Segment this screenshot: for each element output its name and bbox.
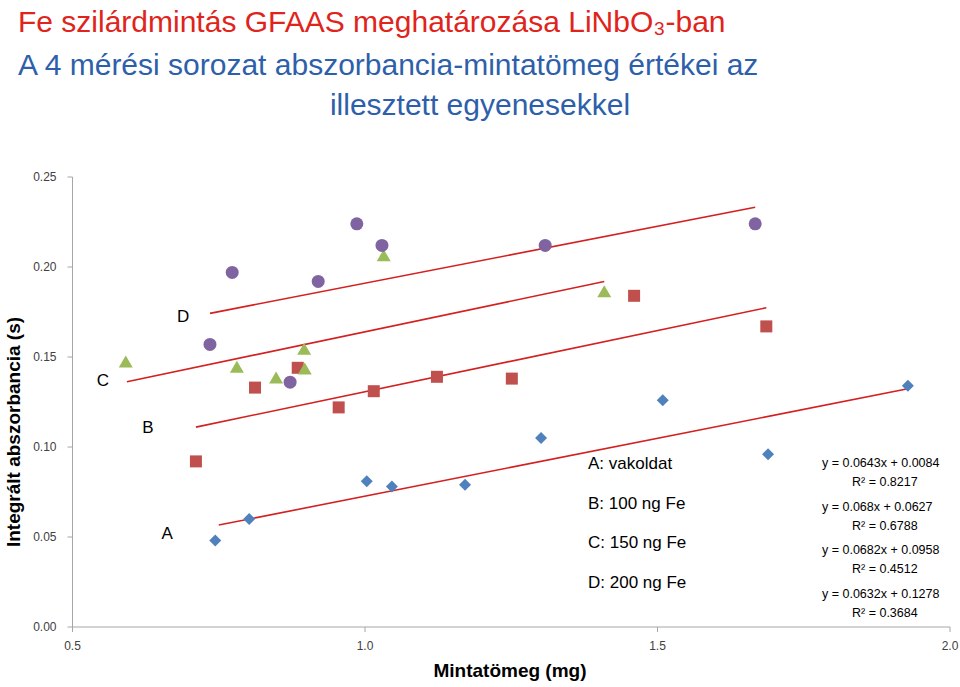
point bbox=[657, 394, 669, 406]
x-tick-label: 0.5 bbox=[64, 639, 81, 653]
fit-line bbox=[219, 389, 909, 526]
y-tick bbox=[68, 447, 73, 448]
fit-r-squared: R² = 0.8217 bbox=[852, 475, 918, 489]
point bbox=[368, 385, 380, 397]
fit-equation: y = 0.0632x + 0.1278 bbox=[822, 587, 940, 601]
legend-entry: D: 200 ng Fe bbox=[588, 573, 686, 592]
fit-r-squared: R² = 0.3684 bbox=[852, 606, 918, 620]
legend-entry: B: 100 ng Fe bbox=[588, 494, 685, 513]
fit-equation: y = 0.0643x + 0.0084 bbox=[822, 456, 940, 470]
annotation: B bbox=[142, 418, 153, 437]
point bbox=[119, 355, 133, 367]
fit-equation: y = 0.068x + 0.0627 bbox=[822, 500, 933, 514]
point bbox=[459, 479, 471, 491]
point bbox=[298, 363, 312, 375]
y-tick bbox=[68, 267, 73, 268]
y-axis-label: Integrált abszorbancia (s) bbox=[3, 317, 24, 547]
point bbox=[760, 320, 772, 332]
point bbox=[535, 432, 547, 444]
point bbox=[269, 372, 283, 384]
plot-area bbox=[119, 207, 914, 546]
annotation: C bbox=[97, 371, 109, 390]
fit-line bbox=[127, 282, 604, 382]
point bbox=[350, 217, 363, 230]
y-tick-label: 0.05 bbox=[33, 530, 57, 544]
y-tick-label: 0.00 bbox=[33, 620, 57, 634]
y-tick bbox=[68, 627, 73, 628]
point bbox=[249, 382, 261, 394]
chart-svg: Fe szilárdmintás GFAAS meghatározása LiN… bbox=[0, 0, 960, 687]
point bbox=[297, 343, 311, 355]
y-tick-label: 0.20 bbox=[33, 260, 57, 274]
x-tick bbox=[72, 627, 73, 632]
point bbox=[203, 338, 216, 351]
point bbox=[762, 448, 774, 460]
y-tick-label: 0.10 bbox=[33, 440, 57, 454]
point bbox=[749, 217, 762, 230]
point bbox=[361, 475, 373, 487]
x-axis-label: Mintatömeg (mg) bbox=[433, 660, 586, 681]
x-axis bbox=[73, 627, 951, 628]
point bbox=[597, 285, 611, 297]
subtitle: A 4 mérési sorozat abszorbancia-mintatöm… bbox=[18, 48, 758, 81]
annotation: D bbox=[177, 307, 189, 326]
x-tick bbox=[950, 627, 951, 632]
x-tick-label: 1.5 bbox=[649, 639, 666, 653]
point bbox=[386, 481, 398, 493]
chart-container: Fe szilárdmintás GFAAS meghatározása LiN… bbox=[0, 0, 960, 687]
y-axis bbox=[72, 177, 73, 627]
point bbox=[243, 513, 255, 525]
y-tick bbox=[68, 177, 73, 178]
y-tick-label: 0.15 bbox=[33, 350, 57, 364]
x-tick bbox=[657, 627, 658, 632]
fit-r-squared: R² = 0.4512 bbox=[852, 562, 918, 576]
point bbox=[333, 401, 345, 413]
point bbox=[312, 275, 325, 288]
fit-line bbox=[196, 308, 766, 427]
point bbox=[284, 376, 297, 389]
point bbox=[431, 371, 443, 383]
y-tick bbox=[68, 357, 73, 358]
legend-entry: C: 150 ng Fe bbox=[588, 533, 686, 552]
x-tick bbox=[365, 627, 366, 632]
title: Fe szilárdmintás GFAAS meghatározása LiN… bbox=[18, 5, 726, 38]
y-tick bbox=[68, 537, 73, 538]
point bbox=[209, 535, 221, 547]
point bbox=[902, 380, 914, 392]
annotation: A bbox=[162, 524, 174, 543]
point bbox=[226, 266, 239, 279]
legend-entry: A: vakoldat bbox=[588, 454, 672, 473]
x-tick-label: 1.0 bbox=[357, 639, 374, 653]
subtitle: illesztett egyenesekkel bbox=[330, 88, 630, 121]
point bbox=[539, 239, 552, 252]
x-tick-label: 2.0 bbox=[942, 639, 959, 653]
point bbox=[506, 373, 518, 385]
y-tick-label: 0.25 bbox=[33, 170, 57, 184]
fit-line bbox=[210, 207, 755, 313]
point bbox=[375, 239, 388, 252]
fit-equation: y = 0.0682x + 0.0958 bbox=[822, 543, 940, 557]
fit-r-squared: R² = 0.6788 bbox=[852, 519, 918, 533]
point bbox=[190, 455, 202, 467]
point bbox=[628, 290, 640, 302]
point bbox=[230, 361, 244, 373]
